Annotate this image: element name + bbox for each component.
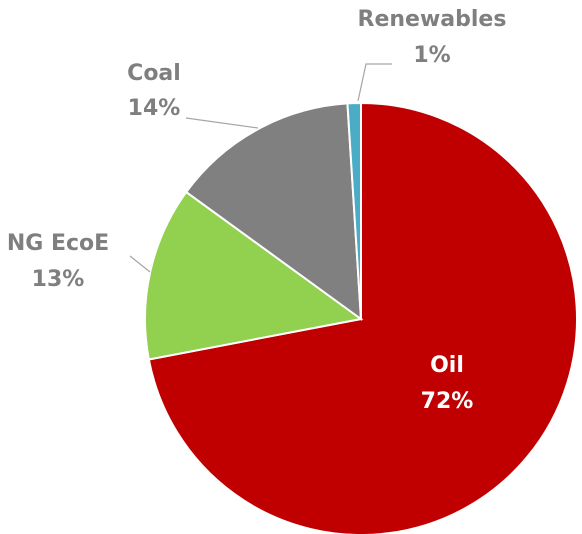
pie-slice-ng-ecoe <box>144 190 364 361</box>
label-ng-ecoe-percent: 13% <box>32 267 85 292</box>
label-coal-percent: 14% <box>128 96 181 121</box>
label-ng-ecoe-name: NG EcoE <box>7 231 109 256</box>
pie-slices <box>144 101 578 534</box>
label-renewables-name: Renewables <box>358 7 507 32</box>
pie-slice-coal <box>184 102 363 322</box>
leader-line-ng-ecoe <box>129 255 151 273</box>
label-coal-name: Coal <box>127 61 181 86</box>
leader-line-renewables <box>357 63 392 102</box>
label-renewables-percent: 1% <box>413 43 450 68</box>
data-labels: Oil 72% NG EcoE 13% Coal 14% Renewables … <box>7 7 507 414</box>
pie-slice-oil <box>147 101 578 534</box>
label-oil-name: Oil <box>430 353 464 378</box>
leader-lines <box>129 63 392 273</box>
leader-line-coal <box>185 117 259 129</box>
label-oil-percent: 72% <box>421 389 474 414</box>
pie-slice-renewables <box>346 101 362 320</box>
